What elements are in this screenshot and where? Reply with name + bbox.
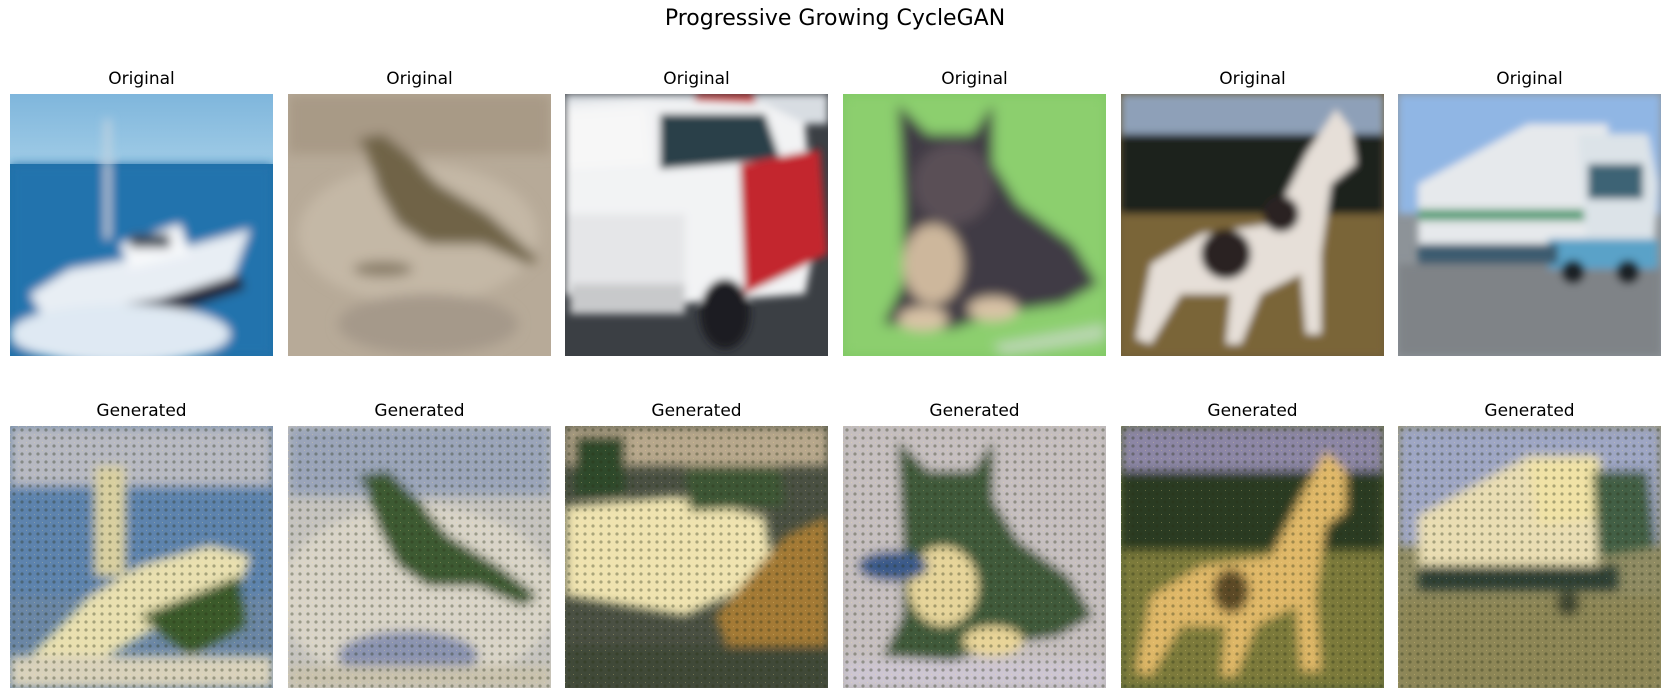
generated-image-car — [565, 426, 828, 688]
original-image-truck — [1398, 94, 1661, 356]
generated-image-horse — [1121, 426, 1384, 688]
original-label: Original — [941, 69, 1008, 89]
original-label: Original — [1496, 69, 1563, 89]
original-image-bird — [288, 94, 551, 356]
generated-image-bird — [288, 426, 551, 688]
generated-label: Generated — [651, 401, 742, 421]
original-label: Original — [663, 69, 730, 89]
figure-title: Progressive Growing CycleGAN — [664, 6, 1006, 31]
generated-label: Generated — [96, 401, 187, 421]
original-image-boat — [10, 94, 273, 356]
generated-image-dog — [843, 426, 1106, 688]
original-image-car — [565, 94, 828, 356]
generated-label: Generated — [929, 401, 1020, 421]
generated-label: Generated — [374, 401, 465, 421]
generated-image-truck — [1398, 426, 1661, 688]
original-image-dog — [843, 94, 1106, 356]
generated-image-boat — [10, 426, 273, 688]
original-image-horse — [1121, 94, 1384, 356]
generated-label: Generated — [1484, 401, 1575, 421]
generated-label: Generated — [1207, 401, 1298, 421]
original-label: Original — [386, 69, 453, 89]
original-label: Original — [108, 69, 175, 89]
original-label: Original — [1219, 69, 1286, 89]
